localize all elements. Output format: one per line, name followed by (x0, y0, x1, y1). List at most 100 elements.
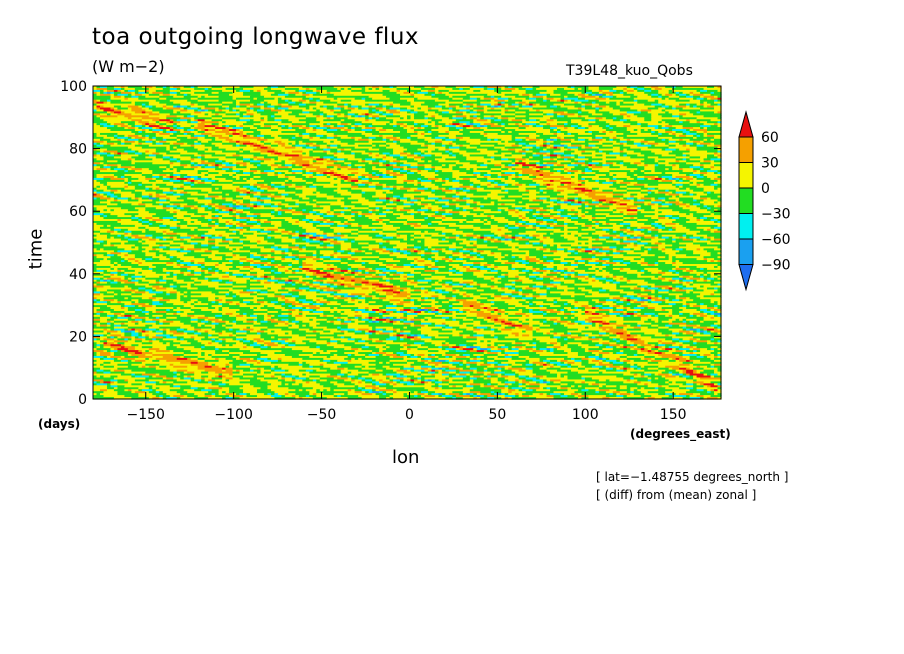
contour-cell (229, 136, 244, 140)
contour-cell (640, 152, 656, 156)
contour-cell (159, 166, 167, 169)
contour-cell (609, 166, 621, 169)
contour-cell (263, 99, 279, 103)
contour-cell (176, 115, 185, 118)
contour-cell (619, 105, 656, 109)
contour-cell (246, 109, 251, 113)
contour-cell (256, 146, 262, 150)
contour-cell (106, 121, 122, 124)
contour-cell (239, 101, 262, 105)
contour-cell (260, 130, 282, 134)
contour-cell (469, 125, 474, 128)
contour-cell (368, 179, 398, 183)
contour-cell (103, 105, 115, 109)
contour-cell (218, 107, 227, 111)
contour-cell (679, 179, 684, 183)
contour-cell (302, 127, 310, 130)
contour-cell (466, 187, 471, 191)
contour-cell (612, 142, 621, 146)
contour-cell (281, 195, 286, 199)
contour-cell (448, 103, 464, 107)
contour-cell (574, 175, 579, 179)
contour-cell (113, 105, 122, 109)
contour-cell (211, 87, 227, 91)
contour-cell (490, 183, 499, 187)
contour-cell (612, 87, 624, 91)
contour-cell (570, 175, 576, 179)
contour-cell (131, 166, 136, 169)
contour-cell (588, 158, 603, 161)
contour-cell (99, 105, 105, 109)
contour-cell (522, 195, 530, 199)
contour-cell (319, 166, 328, 169)
contour-cell (672, 166, 680, 169)
contour-cell (637, 154, 645, 158)
contour-cell (305, 146, 317, 150)
contour-cell (504, 189, 509, 193)
contour-cell (557, 146, 562, 150)
contour-cell (689, 91, 694, 95)
contour-cell (626, 185, 645, 189)
contour-cell (141, 103, 146, 107)
contour-cell (480, 113, 502, 116)
contour-cell (197, 170, 209, 173)
contour-cell (703, 158, 712, 161)
contour-cell (550, 166, 565, 169)
contour-cell (194, 103, 199, 107)
contour-cell (581, 170, 586, 173)
contour-cell (96, 87, 108, 91)
contour-cell (651, 144, 656, 148)
contour-cell (522, 103, 527, 107)
contour-cell (598, 99, 624, 103)
contour-cell (630, 125, 642, 128)
contour-cell (696, 181, 715, 185)
contour-cell (595, 144, 603, 148)
contour-cell (93, 185, 98, 189)
contour-cell (183, 107, 188, 111)
contour-cell (448, 179, 453, 183)
contour-cell (361, 127, 366, 130)
contour-cell (717, 146, 722, 150)
contour-cell (354, 119, 366, 122)
contour-cell (372, 129, 377, 132)
contour-cell (469, 179, 481, 183)
contour-cell (445, 164, 450, 167)
contour-cell (106, 187, 125, 191)
contour-cell (459, 179, 471, 183)
contour-cell (494, 117, 499, 120)
contour-cell (277, 134, 296, 138)
contour-cell (267, 89, 282, 93)
contour-cell (93, 183, 105, 187)
contour-cell (197, 177, 202, 181)
contour-cell (169, 87, 178, 91)
contour-cell (302, 134, 310, 138)
contour-cell (557, 138, 562, 142)
contour-cell (155, 132, 160, 136)
contour-cell (187, 121, 192, 124)
contour-cell (420, 179, 433, 183)
contour-cell (584, 156, 593, 159)
contour-cell (469, 154, 488, 158)
contour-cell (295, 140, 300, 144)
contour-cell (204, 109, 209, 113)
contour-cell (201, 111, 213, 114)
contour-cell (152, 91, 164, 95)
contour-cell (403, 117, 408, 120)
contour-cell (584, 160, 593, 163)
contour-cell (267, 119, 276, 122)
contour-cell (420, 152, 426, 156)
contour-cell (679, 164, 694, 167)
contour-cell (553, 91, 569, 95)
contour-cell (152, 195, 157, 199)
contour-cell (187, 150, 206, 154)
contour-cell (127, 179, 132, 183)
contour-cell (473, 86, 485, 89)
contour-cell (490, 103, 495, 107)
contour-cell (298, 103, 307, 107)
contour-cell (686, 142, 694, 146)
contour-cell (159, 185, 174, 189)
contour-cell (169, 146, 174, 150)
contour-cell (539, 183, 544, 187)
contour-cell (557, 185, 572, 189)
contour-cell (365, 164, 380, 167)
